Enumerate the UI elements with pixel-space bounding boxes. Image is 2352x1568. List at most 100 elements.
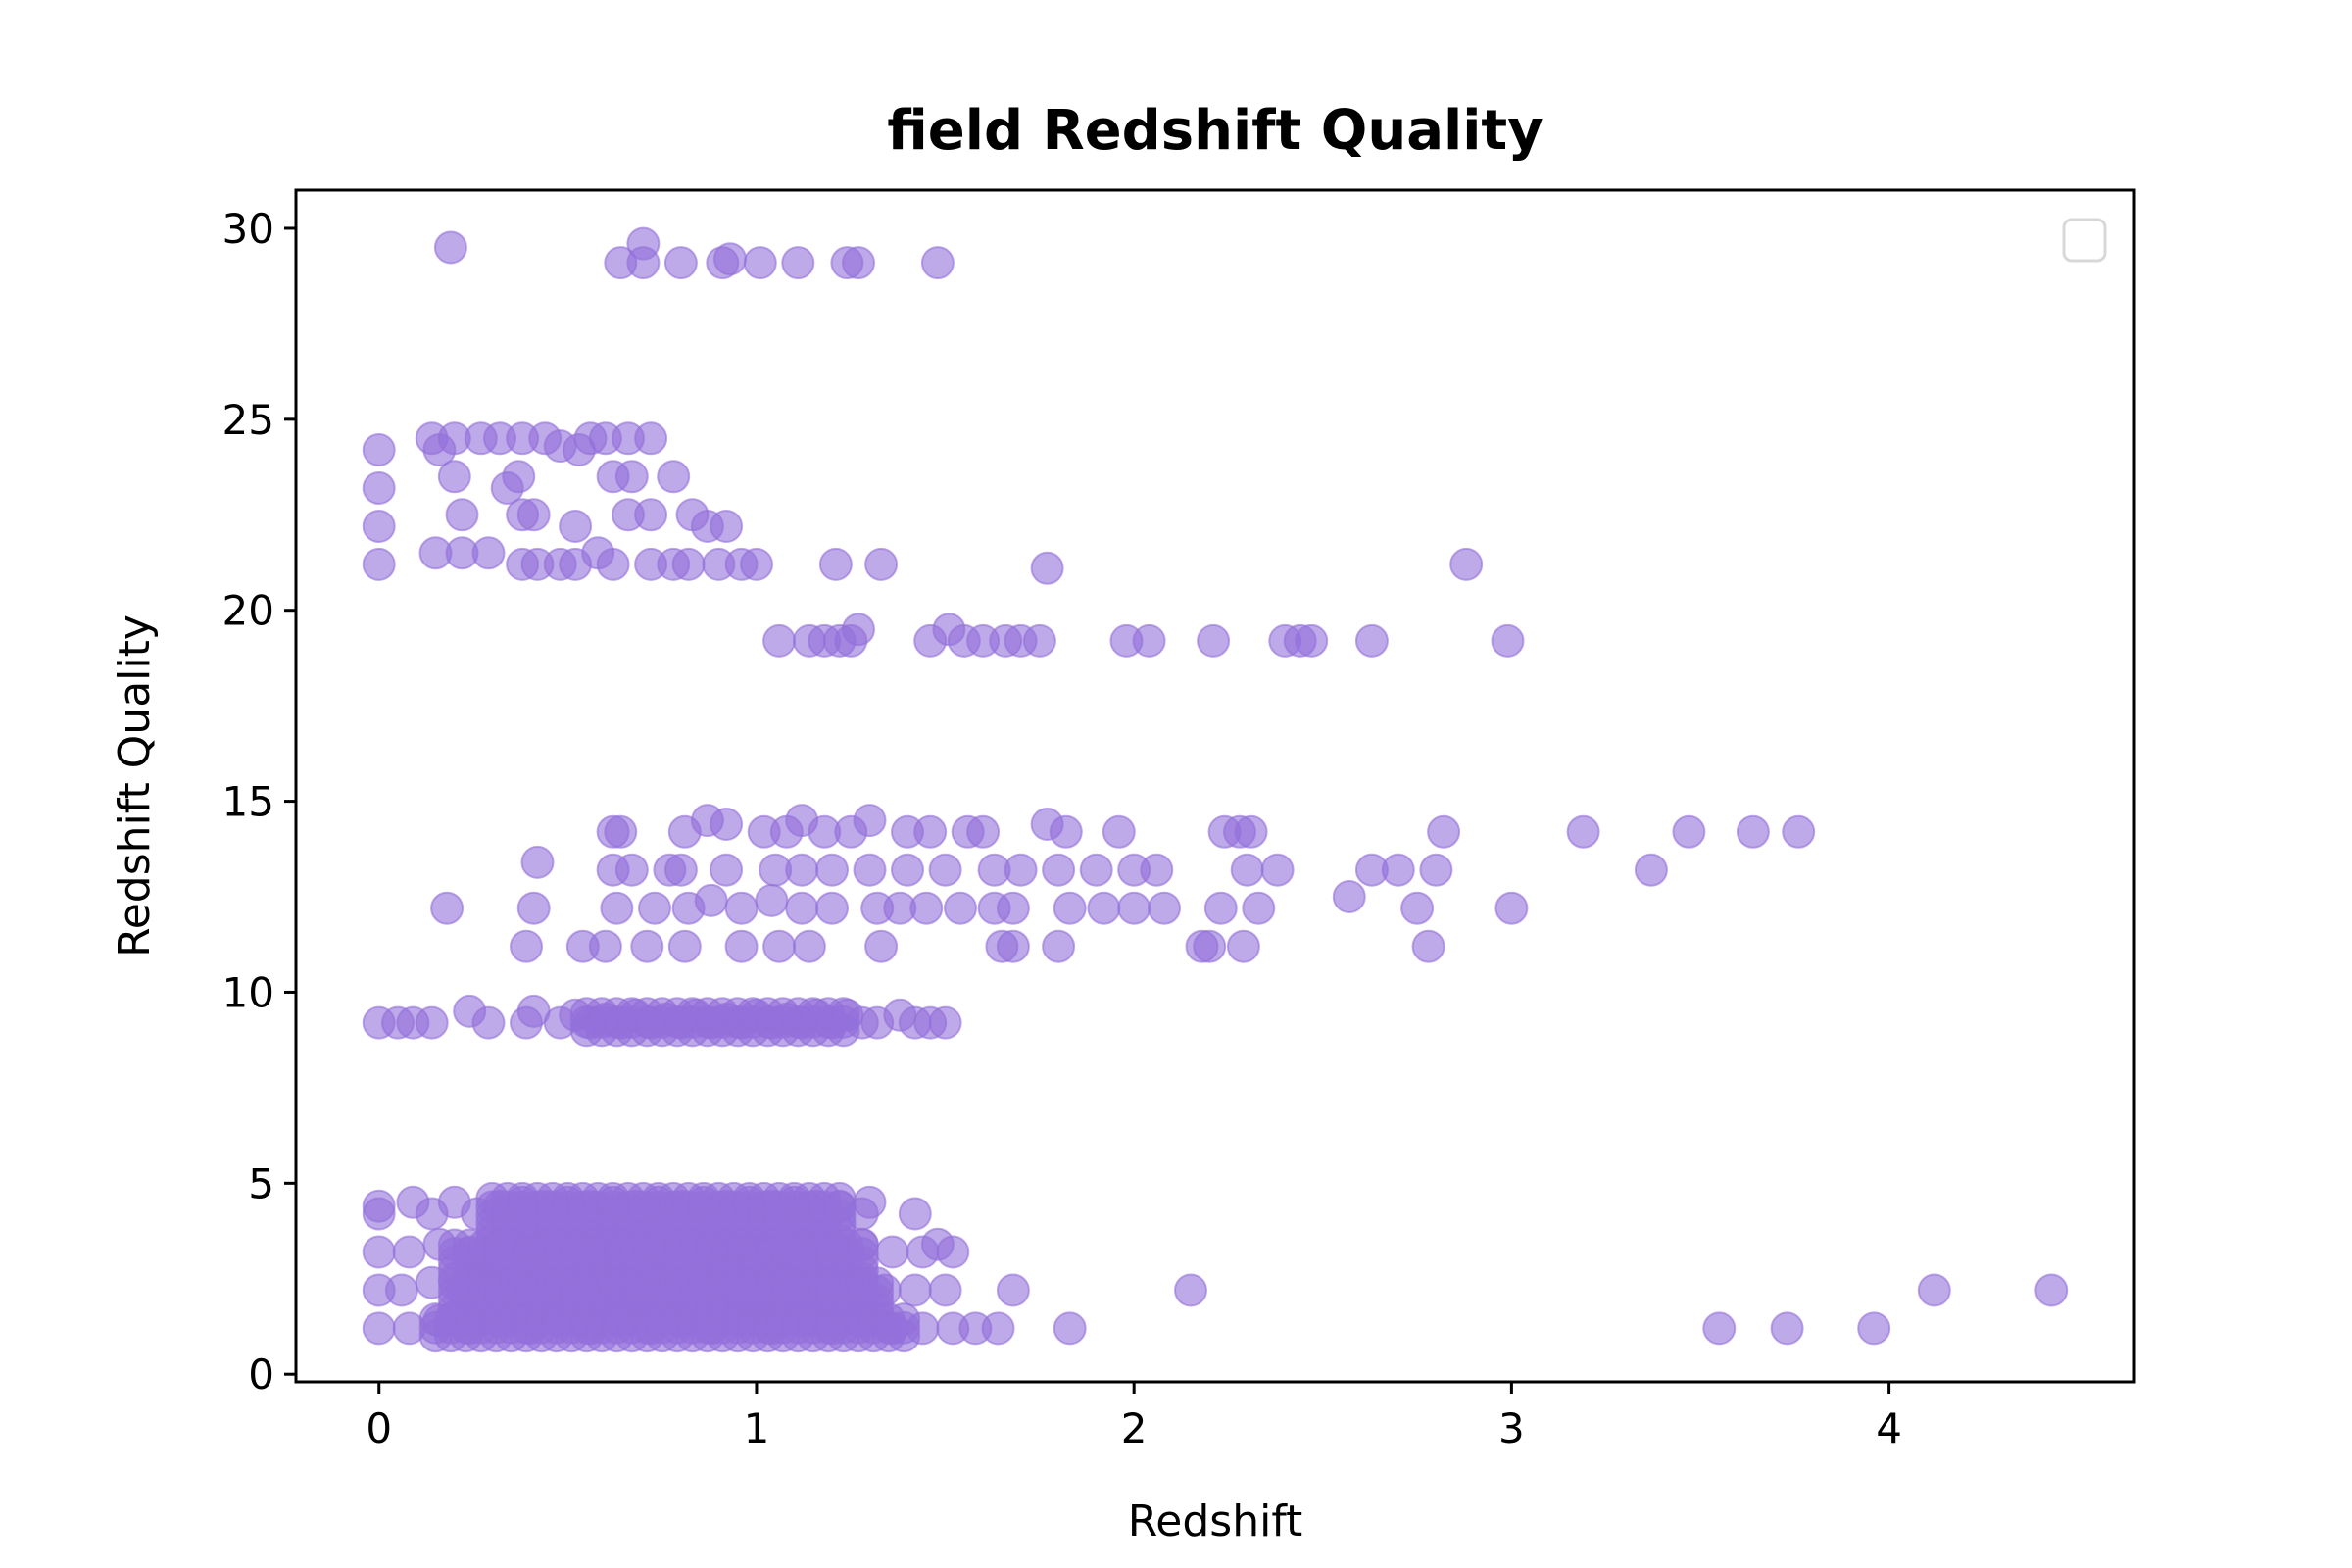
data-point [510, 929, 543, 963]
data-point [1053, 1311, 1087, 1346]
data-point [565, 1273, 600, 1307]
x-tick-label: 4 [1876, 1404, 1902, 1452]
x-tick-label: 1 [744, 1404, 770, 1452]
data-point [845, 1303, 879, 1338]
data-point [362, 547, 396, 581]
data-point [362, 471, 396, 505]
data-point [502, 460, 536, 494]
data-point [762, 623, 797, 658]
data-point [430, 891, 465, 925]
data-point [1230, 853, 1264, 887]
data-point [663, 853, 698, 887]
x-tick-label: 3 [1498, 1404, 1525, 1452]
data-point [614, 460, 649, 494]
data-point [1736, 814, 1770, 849]
data-point [604, 1227, 638, 1261]
data-point [996, 891, 1030, 925]
plot-frame [294, 188, 2136, 1384]
data-point [1174, 1273, 1207, 1307]
data-point [614, 853, 649, 887]
data-point [724, 1303, 759, 1338]
data-point [667, 929, 702, 963]
y-tick-label: 25 [222, 396, 274, 444]
data-point [471, 536, 506, 570]
data-point [362, 433, 396, 466]
data-point [1449, 547, 1484, 581]
data-point [671, 547, 706, 581]
x-axis: 0 1 2 3 4 [366, 1382, 1902, 1452]
data-point [747, 1273, 781, 1307]
data-point [864, 547, 899, 581]
data-point [600, 891, 634, 925]
data-point [657, 460, 691, 494]
data-point [657, 1265, 691, 1299]
data-point [936, 1235, 970, 1269]
data-point [663, 1303, 698, 1338]
data-point [588, 929, 622, 963]
data-point [1079, 853, 1113, 887]
data-point [1634, 853, 1668, 887]
data-point [1427, 814, 1461, 849]
data-point [906, 1311, 940, 1346]
x-axis-label: Redshift [1128, 1496, 1303, 1546]
data-point [1419, 853, 1453, 887]
y-tick-label: 10 [222, 968, 274, 1016]
data-point [1672, 814, 1706, 849]
y-axis: 0 5 10 15 20 25 30 [222, 205, 296, 1398]
data-point [1226, 929, 1260, 963]
data-point [694, 883, 728, 917]
data-point [634, 421, 668, 456]
data-point [867, 1273, 902, 1307]
data-point [842, 612, 875, 647]
data-point [713, 242, 747, 276]
data-point [928, 1273, 962, 1307]
data-point [1049, 814, 1083, 849]
data-point [1354, 623, 1389, 658]
data-point [433, 230, 467, 265]
data-point [573, 1311, 608, 1346]
data-point [1917, 1273, 1951, 1307]
data-point [853, 1185, 887, 1219]
data-point [792, 929, 826, 963]
data-point [710, 853, 744, 887]
data-point [596, 547, 630, 581]
data-point [785, 1303, 819, 1338]
data-point [996, 929, 1030, 963]
x-tick-label: 2 [1121, 1404, 1148, 1452]
data-point [1782, 814, 1816, 849]
chart-title: field Redshift Quality [887, 99, 1543, 163]
data-point [1400, 891, 1435, 925]
data-point [1148, 891, 1181, 925]
data-point [898, 1273, 932, 1307]
data-point [362, 1235, 396, 1269]
data-point [604, 814, 638, 849]
data-point [1042, 929, 1076, 963]
data-point [1042, 853, 1076, 887]
data-point [1857, 1311, 1891, 1346]
data-point [392, 1311, 426, 1346]
data-point [2034, 1273, 2069, 1307]
data-point [604, 1303, 638, 1338]
data-point [543, 1303, 577, 1338]
y-tick-label: 15 [222, 778, 274, 826]
data-point [743, 246, 777, 280]
data-point [694, 1311, 728, 1346]
data-point [815, 853, 849, 887]
data-point [506, 1273, 540, 1307]
data-point [415, 1005, 449, 1040]
x-tick-label: 0 [366, 1404, 392, 1452]
data-point [845, 1227, 879, 1261]
data-point [626, 1273, 661, 1307]
data-point [777, 1265, 811, 1299]
data-point [559, 510, 593, 543]
data-point [483, 1303, 516, 1338]
data-point [1295, 623, 1329, 658]
data-point [716, 1265, 751, 1299]
data-point [1053, 891, 1087, 925]
data-point [1132, 623, 1166, 658]
data-point [1411, 929, 1446, 963]
data-point [1566, 814, 1600, 849]
data-point [1030, 551, 1064, 585]
